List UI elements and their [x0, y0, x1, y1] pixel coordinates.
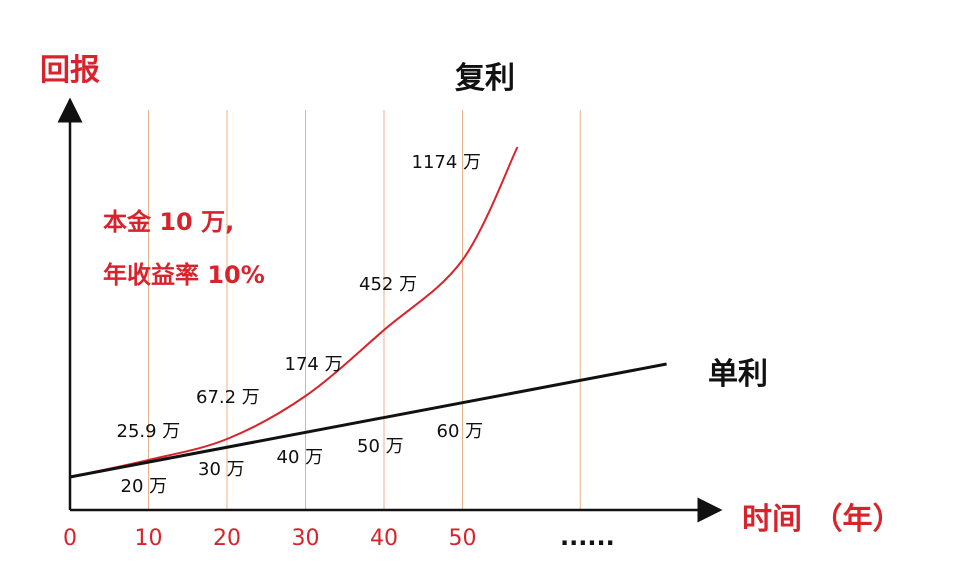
x-tick-20: 20 [213, 526, 241, 551]
simple-label-20: 30 万 [198, 459, 245, 480]
annotation-principal: 本金 10 万, [103, 208, 234, 236]
x-axis-ellipsis: ...... [560, 523, 615, 551]
series-name-simple: 单利 [708, 357, 768, 392]
compound-data-labels: 25.9 万 67.2 万 174 万 452 万 1174 万 [117, 152, 482, 442]
x-tick-40: 40 [370, 526, 398, 551]
y-axis-label: 回报 [40, 53, 100, 88]
x-tick-50: 50 [449, 526, 477, 551]
series-line-simple [69, 362, 667, 479]
compound-label-50: 1174 万 [412, 152, 482, 173]
simple-data-labels: 20 万 30 万 40 万 50 万 60 万 [121, 421, 484, 497]
vertical-grid-lines [148, 110, 581, 510]
series-name-compound: 复利 [455, 61, 515, 96]
x-axis-label: 时间 （年） [742, 502, 902, 537]
simple-label-10: 20 万 [121, 476, 168, 497]
x-tick-labels: 0 10 20 30 40 50 [63, 526, 477, 551]
compound-label-30: 174 万 [285, 354, 343, 375]
compound-label-20: 67.2 万 [196, 387, 260, 408]
x-tick-30: 30 [292, 526, 320, 551]
x-tick-0: 0 [63, 526, 77, 551]
compound-label-40: 452 万 [359, 274, 417, 295]
x-tick-10: 10 [135, 526, 163, 551]
series-line-compound [69, 146, 519, 478]
simple-label-50: 60 万 [437, 421, 484, 442]
compound-label-10: 25.9 万 [117, 421, 181, 442]
annotation-rate: 年收益率 10% [103, 261, 265, 289]
simple-label-30: 40 万 [277, 447, 324, 468]
simple-label-40: 50 万 [357, 436, 404, 457]
